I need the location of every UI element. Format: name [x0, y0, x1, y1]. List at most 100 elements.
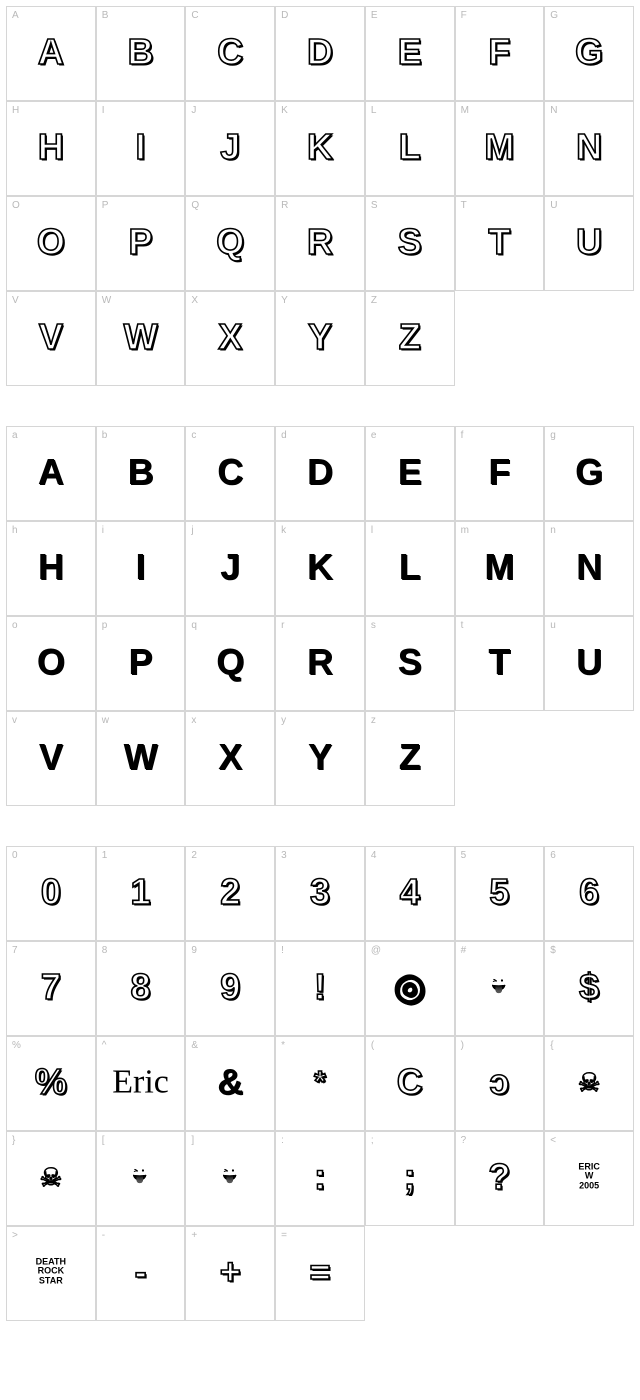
- cell-label: y: [281, 715, 286, 726]
- cell-label: %: [12, 1040, 21, 1051]
- glyph: W: [124, 319, 158, 355]
- glyph-cell: hH: [6, 521, 96, 616]
- cell-label: r: [281, 620, 284, 631]
- empty-cell: [455, 711, 545, 806]
- glyph-cell: yY: [275, 711, 365, 806]
- cell-label: l: [371, 525, 373, 536]
- cell-label: 3: [281, 850, 287, 861]
- cell-label: v: [12, 715, 17, 726]
- glyph: M: [484, 549, 514, 585]
- cell-label: ;: [371, 1135, 374, 1146]
- glyph: X: [218, 739, 242, 775]
- glyph-cell: 88: [96, 941, 186, 1036]
- glyph: :: [314, 1159, 326, 1195]
- cell-label: j: [191, 525, 193, 536]
- glyph-cell: dD: [275, 426, 365, 521]
- cell-label: ): [461, 1040, 464, 1051]
- glyph: I: [136, 129, 146, 165]
- glyph-cell: zZ: [365, 711, 455, 806]
- cell-label: M: [461, 105, 469, 116]
- cell-label: 8: [102, 945, 108, 956]
- glyph: R: [307, 644, 333, 680]
- glyph: V: [39, 319, 63, 355]
- glyph: 8: [131, 969, 151, 1005]
- glyph: Eric: [112, 1065, 169, 1099]
- cell-label: H: [12, 105, 19, 116]
- cell-label: h: [12, 525, 18, 536]
- cell-label: G: [550, 10, 558, 21]
- glyph-cell: OO: [6, 196, 96, 291]
- cell-label: J: [191, 105, 196, 116]
- glyph: M: [484, 129, 514, 165]
- glyph: ;: [404, 1159, 416, 1195]
- cell-label: X: [191, 295, 198, 306]
- character-map: AABBCCDDEEFFGGHHIIJJKKLLMMNNOOPPQQRRSSTT…: [6, 6, 634, 1321]
- cell-label: e: [371, 430, 377, 441]
- cell-label: 0: [12, 850, 18, 861]
- glyph: ?: [488, 1159, 510, 1195]
- glyph-cell: RR: [275, 196, 365, 291]
- cell-label: 9: [191, 945, 197, 956]
- glyph: P: [129, 224, 153, 260]
- glyph: L: [399, 549, 421, 585]
- glyph: Q: [216, 224, 244, 260]
- empty-cell: [544, 291, 634, 386]
- section-uppercase: AABBCCDDEEFFGGHHIIJJKKLLMMNNOOPPQQRRSSTT…: [6, 6, 634, 386]
- glyph: C: [397, 1064, 423, 1100]
- glyph: DEATH ROCK STAR: [36, 1257, 66, 1287]
- glyph: A: [38, 454, 64, 490]
- cell-label: $: [550, 945, 556, 956]
- cell-label: a: [12, 430, 18, 441]
- cell-label: I: [102, 105, 105, 116]
- glyph: 👻: [483, 974, 515, 1000]
- cell-label: c: [191, 430, 196, 441]
- glyph-cell: II: [96, 101, 186, 196]
- glyph-cell: CC: [185, 6, 275, 101]
- glyph: G: [575, 34, 603, 70]
- glyph-cell: pP: [96, 616, 186, 711]
- cell-label: >: [12, 1230, 18, 1241]
- glyph-cell: sS: [365, 616, 455, 711]
- cell-label: t: [461, 620, 464, 631]
- cell-label: }: [12, 1135, 15, 1146]
- glyph-cell: > DEATH ROCK STAR: [6, 1226, 96, 1321]
- glyph-cell: fF: [455, 426, 545, 521]
- glyph: U: [576, 644, 602, 680]
- glyph-cell: PP: [96, 196, 186, 291]
- cell-label: 6: [550, 850, 556, 861]
- cell-label: N: [550, 105, 557, 116]
- glyph: K: [307, 129, 333, 165]
- glyph-cell: iI: [96, 521, 186, 616]
- glyph-cell: ;;: [365, 1131, 455, 1226]
- cell-label: K: [281, 105, 288, 116]
- glyph-cell: AA: [6, 6, 96, 101]
- empty-cell: [544, 1226, 634, 1321]
- glyph: J: [220, 549, 240, 585]
- cell-label: d: [281, 430, 287, 441]
- glyph-cell: wW: [96, 711, 186, 806]
- glyph: 5: [489, 874, 509, 910]
- cell-label: n: [550, 525, 556, 536]
- glyph: %: [35, 1064, 67, 1100]
- glyph: G: [575, 454, 603, 490]
- glyph-cell: LL: [365, 101, 455, 196]
- cell-label: Z: [371, 295, 377, 306]
- cell-label: F: [461, 10, 467, 21]
- glyph-cell: eE: [365, 426, 455, 521]
- glyph: K: [307, 549, 333, 585]
- glyph-cell: nN: [544, 521, 634, 616]
- empty-cell: [455, 1226, 545, 1321]
- glyph-cell: 44: [365, 846, 455, 941]
- empty-cell: [544, 711, 634, 806]
- glyph-cell: }☠: [6, 1131, 96, 1226]
- glyph: B: [128, 454, 154, 490]
- glyph: S: [398, 644, 422, 680]
- cell-label: !: [281, 945, 284, 956]
- glyph-cell: HH: [6, 101, 96, 196]
- glyph-cell: jJ: [185, 521, 275, 616]
- glyph: H: [38, 129, 64, 165]
- cell-label: [: [102, 1135, 105, 1146]
- glyph: -: [135, 1254, 147, 1290]
- section-numbers-symbols: 00112233445566778899!!@◎#👻$$%%^Eric&&**(…: [6, 846, 634, 1321]
- cell-label: T: [461, 200, 467, 211]
